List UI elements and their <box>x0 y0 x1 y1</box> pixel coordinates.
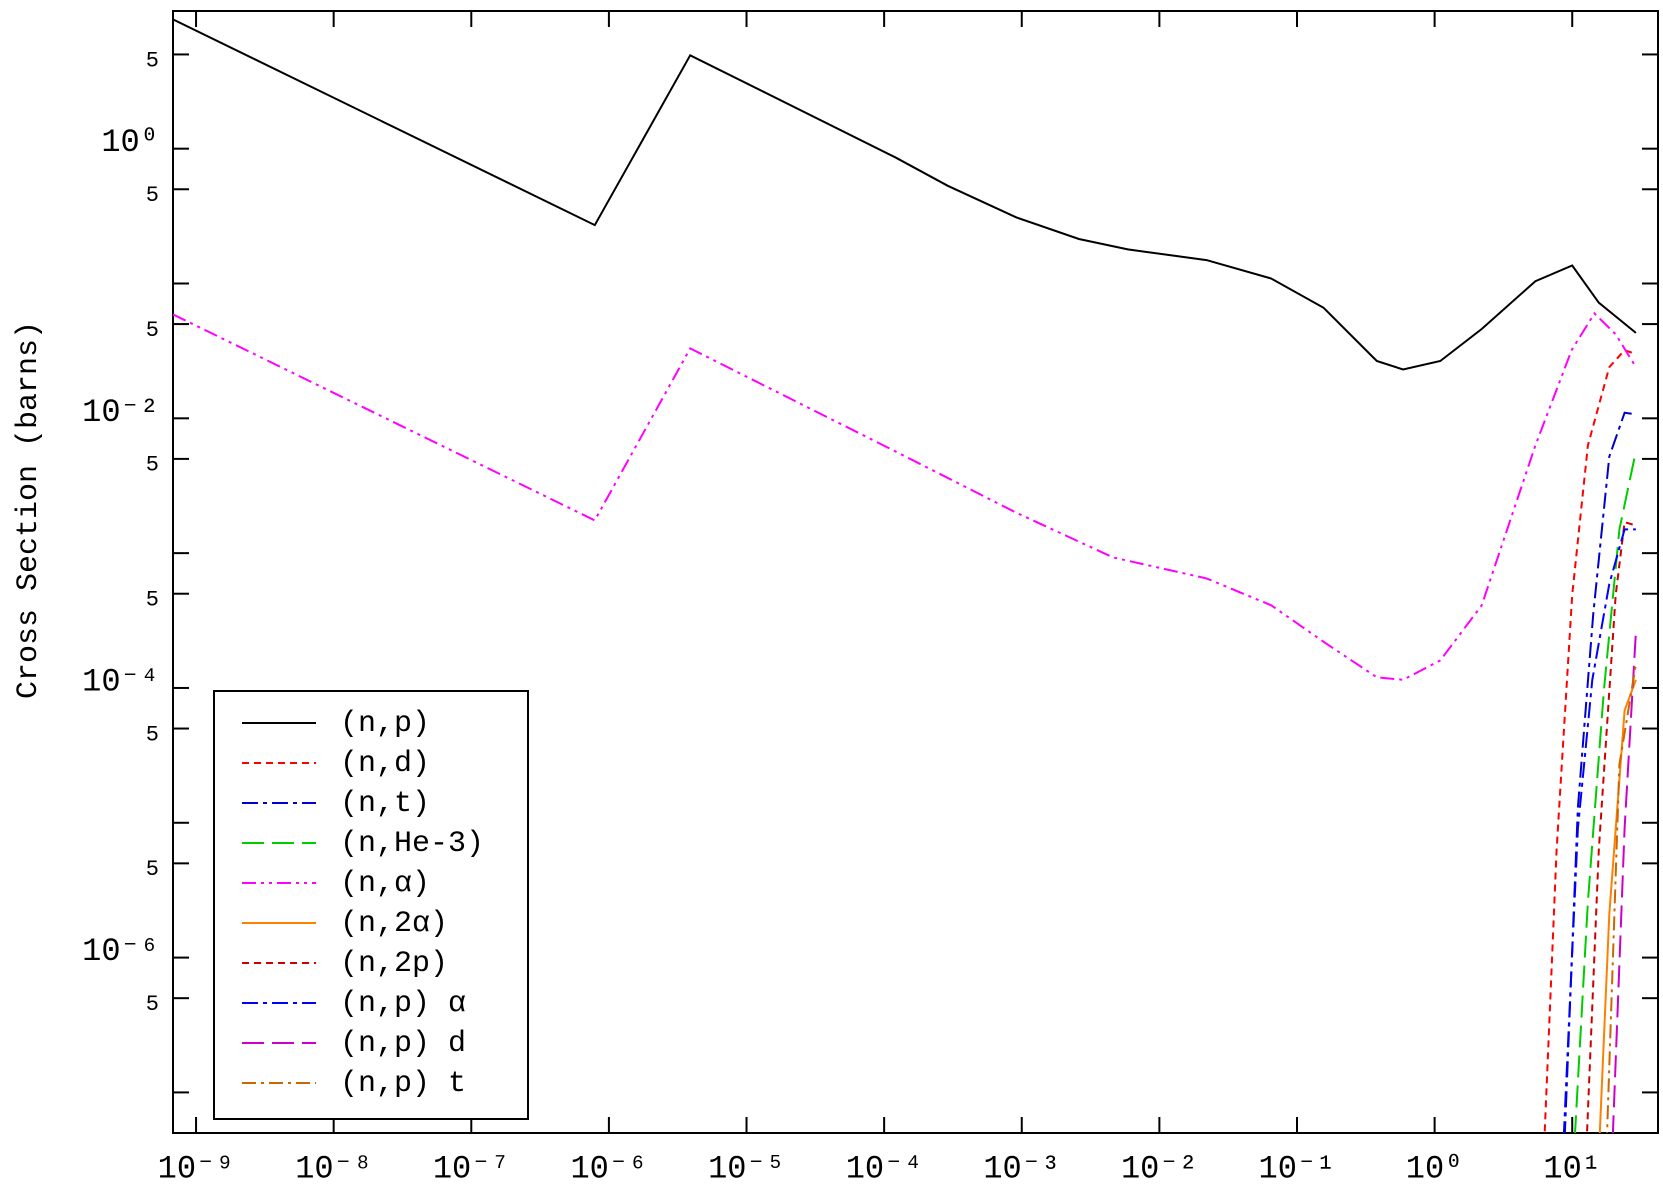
y-tick-label: 5 <box>146 992 159 1017</box>
legend-label: (n,2α) <box>340 907 448 941</box>
plot-lines <box>173 18 1637 1133</box>
x-tick-label: 10⁰ <box>1406 1150 1464 1187</box>
series-line <box>1611 631 1637 1133</box>
legend-label: (n,2p) <box>340 947 448 981</box>
x-tick-label: 10⁻² <box>1121 1150 1198 1187</box>
x-tick-label: 10⁻¹ <box>1259 1150 1336 1187</box>
y-tick-label: 5 <box>146 318 159 343</box>
legend-label: (n,p) d <box>340 1027 466 1061</box>
y-axis-label: Cross Section (barns) <box>12 321 46 699</box>
legend-label: (n,He-3) <box>340 827 484 861</box>
x-tick-label: 10⁻⁴ <box>846 1150 923 1187</box>
y-tick-label: 5 <box>146 183 159 208</box>
series-line <box>173 311 1637 681</box>
series-line <box>1562 528 1636 1133</box>
legend-label: (n,d) <box>340 747 430 781</box>
y-tick-label: 10⁰ <box>101 124 159 161</box>
x-tick-label: 10⁻⁵ <box>708 1150 785 1187</box>
series-line <box>173 18 1637 371</box>
plot-frame <box>172 10 1659 1134</box>
y-tick-label: 5 <box>146 857 159 882</box>
legend-label: (n,t) <box>340 787 430 821</box>
x-tick-label: 10⁻³ <box>983 1150 1060 1187</box>
legend-label: (n,p) <box>340 707 430 741</box>
y-tick-label: 5 <box>146 48 159 73</box>
series-line <box>1543 349 1637 1133</box>
x-tick-label: 10⁻⁶ <box>570 1150 647 1187</box>
y-tick-label: 10⁻⁶ <box>82 933 159 970</box>
x-tick-label: 10⁻⁸ <box>295 1150 372 1187</box>
series-line <box>1598 679 1637 1133</box>
y-tick-label: 10⁻⁴ <box>82 663 159 700</box>
y-tick-label: 10⁻² <box>82 394 159 431</box>
series-line <box>1563 411 1637 1133</box>
series-line <box>1586 520 1637 1133</box>
x-tick-label: 10¹ <box>1543 1150 1601 1187</box>
x-tick-label: 10⁻⁷ <box>433 1150 510 1187</box>
series-line <box>1574 450 1637 1133</box>
x-tick-label: 10⁻⁹ <box>158 1150 235 1187</box>
legend-label: (n,α) <box>340 867 430 901</box>
legend-label: (n,p) α <box>340 987 466 1021</box>
series-line <box>1606 664 1637 1133</box>
y-tick-label: 5 <box>146 588 159 613</box>
legend-label: (n,p) t <box>340 1067 466 1101</box>
y-tick-label: 5 <box>146 453 159 478</box>
y-tick-label: 5 <box>146 722 159 747</box>
